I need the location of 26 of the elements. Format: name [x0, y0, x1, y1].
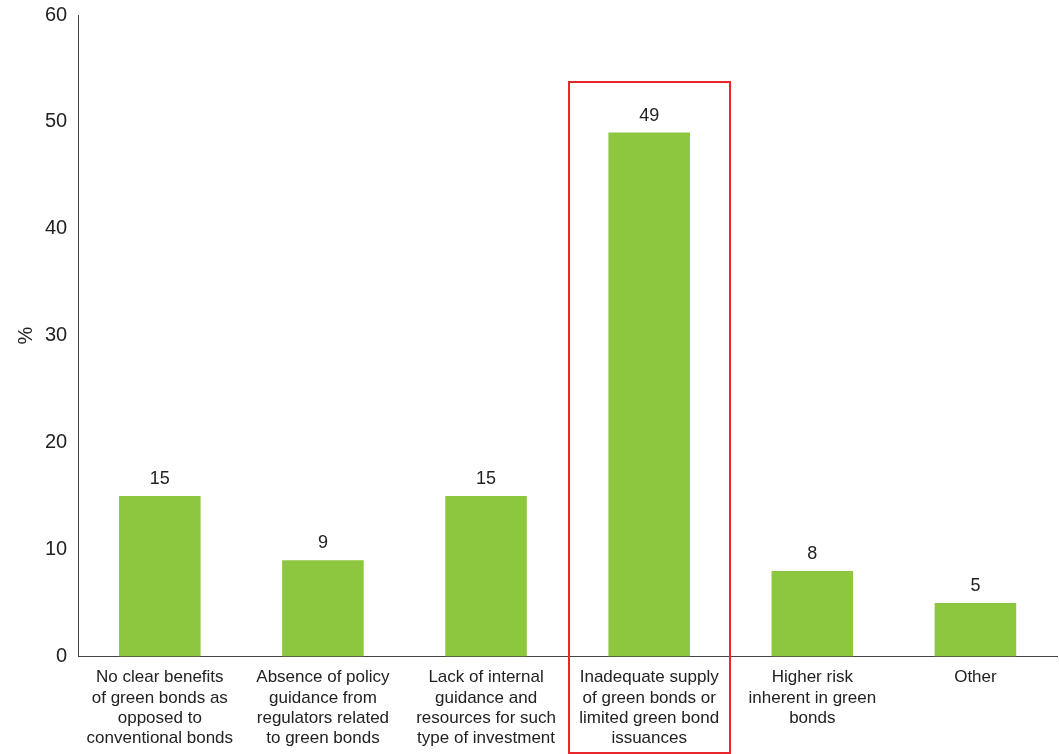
x-tick-label: Other: [954, 667, 998, 687]
y-tick-label: 60: [45, 2, 68, 25]
data-label: 8: [807, 542, 818, 563]
data-label: 15: [149, 468, 170, 489]
x-tick-label: No clear benefits of green bonds as opposed to conventional bonds: [86, 667, 234, 748]
bar: [608, 132, 690, 657]
bar: [934, 602, 1017, 657]
data-label: 5: [970, 574, 981, 595]
data-label: 49: [639, 104, 660, 125]
y-tick-label: 0: [56, 643, 68, 666]
x-tick-label: Lack of internal guidance and resources for such type of investment: [416, 667, 556, 748]
x-tick-label: Inadequate supply of green bonds or limited green bond issuances: [579, 667, 720, 748]
y-axis-title: %: [13, 326, 36, 345]
y-tick-label: 30: [45, 323, 68, 346]
bar: [771, 570, 854, 657]
y-tick-label: 50: [45, 109, 68, 132]
y-tick-label: 20: [45, 430, 68, 453]
bar: [119, 496, 201, 657]
bar: [282, 560, 364, 657]
x-tick-label: Higher risk inherent in green bonds: [748, 667, 877, 728]
y-tick-label: 10: [45, 537, 68, 560]
x-tick-label: Absence of policy guidance from regulators related to green bonds: [256, 667, 391, 748]
bar: [445, 496, 527, 657]
data-label: 15: [476, 468, 497, 489]
y-tick-label: 40: [45, 216, 68, 239]
data-label: 9: [317, 532, 328, 553]
